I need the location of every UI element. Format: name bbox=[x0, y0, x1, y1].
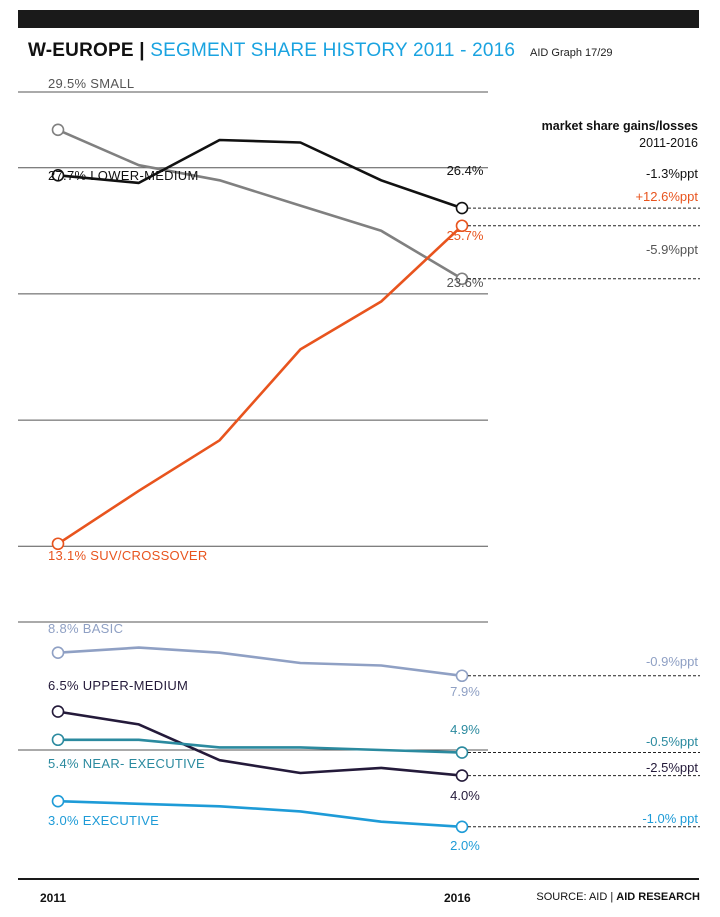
series-start-marker-upper_medium bbox=[51, 705, 65, 718]
source-bold: AID RESEARCH bbox=[616, 891, 700, 903]
series-start-marker-suv bbox=[51, 537, 65, 551]
series-start-marker-near_executive bbox=[51, 733, 65, 747]
gains-header-title: market share gains/losses bbox=[541, 119, 698, 133]
series-end-label-basic: 7.9% bbox=[450, 684, 480, 699]
title-subtitle: SEGMENT SHARE HISTORY 2011 - 2016 bbox=[150, 40, 516, 61]
series-end-label-suv: 25.7% bbox=[447, 228, 484, 243]
series-line-small bbox=[57, 128, 463, 280]
series-line-basic bbox=[57, 646, 463, 678]
series-end-marker-upper_medium bbox=[455, 769, 469, 782]
series-change-label-upper_medium: -2.5%ppt bbox=[646, 760, 698, 775]
series-line-lower_medium bbox=[57, 138, 463, 210]
source-note: SOURCE: AID | AID RESEARCH bbox=[536, 891, 700, 903]
x-tick-start: 2011 bbox=[40, 891, 67, 905]
series-start-label-near_executive: 5.4% NEAR- EXECUTIVE bbox=[48, 756, 205, 771]
series-start-label-upper_medium: 6.5% UPPER-MEDIUM bbox=[48, 678, 188, 693]
series-start-marker-basic bbox=[51, 646, 65, 660]
series-change-label-near_executive: -0.5%ppt bbox=[646, 734, 698, 749]
gains-header: market share gains/losses 2011-2016 bbox=[542, 118, 698, 152]
series-start-label-small: 29.5% SMALL bbox=[48, 76, 134, 91]
series-end-marker-suv bbox=[455, 219, 469, 233]
top-bar bbox=[18, 10, 699, 28]
series-start-marker-lower_medium bbox=[51, 168, 65, 182]
series-start-marker-executive bbox=[51, 794, 65, 808]
graph-reference: AID Graph 17/29 bbox=[530, 47, 613, 59]
series-end-label-upper_medium: 4.0% bbox=[450, 788, 480, 803]
series-end-label-lower_medium: 26.4% bbox=[447, 163, 484, 178]
series-start-label-suv: 13.1% SUV/CROSSOVER bbox=[48, 548, 208, 563]
series-end-marker-small bbox=[455, 272, 469, 286]
series-end-marker-lower_medium bbox=[455, 201, 469, 215]
series-start-label-basic: 8.8% BASIC bbox=[48, 621, 123, 636]
series-end-marker-executive bbox=[455, 820, 469, 834]
series-change-label-suv: +12.6%ppt bbox=[635, 189, 698, 204]
series-start-marker-small bbox=[51, 123, 65, 137]
series-start-label-lower_medium: 27.7% LOWER-MEDIUM bbox=[48, 168, 199, 183]
source-prefix: SOURCE: AID | bbox=[536, 891, 617, 903]
title-separator: | bbox=[139, 40, 145, 61]
bottom-rule bbox=[18, 878, 699, 880]
series-line-upper_medium bbox=[57, 710, 463, 777]
series-end-marker-basic bbox=[455, 669, 469, 683]
series-change-label-executive: -1.0% ppt bbox=[642, 811, 698, 826]
series-line-suv bbox=[57, 224, 463, 545]
series-line-executive bbox=[57, 799, 463, 829]
series-end-label-near_executive: 4.9% bbox=[450, 722, 480, 737]
chart-title: W-EUROPE | SEGMENT SHARE HISTORY 2011 - … bbox=[28, 40, 515, 62]
series-end-marker-near_executive bbox=[455, 746, 469, 759]
series-change-label-lower_medium: -1.3%ppt bbox=[646, 166, 698, 181]
series-end-label-executive: 2.0% bbox=[450, 838, 480, 853]
series-change-label-basic: -0.9%ppt bbox=[646, 654, 698, 669]
series-line-near_executive bbox=[58, 738, 463, 754]
series-change-label-small: -5.9%ppt bbox=[646, 242, 698, 257]
series-start-label-executive: 3.0% EXECUTIVE bbox=[48, 813, 159, 828]
series-end-label-small: 23.6% bbox=[447, 275, 484, 290]
gains-header-period: 2011-2016 bbox=[639, 136, 698, 150]
x-tick-end: 2016 bbox=[444, 891, 471, 905]
title-region: W-EUROPE bbox=[28, 40, 134, 61]
